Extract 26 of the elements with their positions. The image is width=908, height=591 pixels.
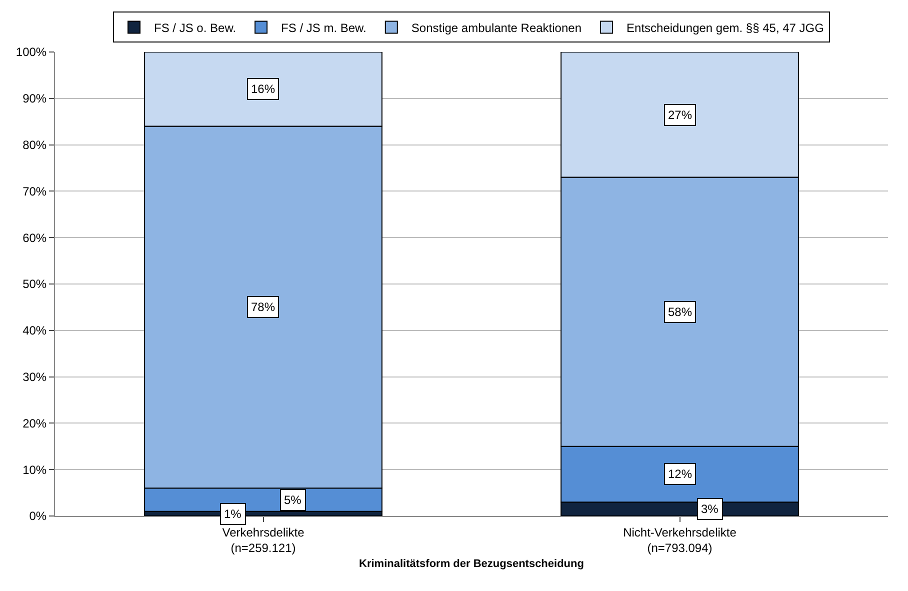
data-label: 12% <box>668 467 692 481</box>
legend-label: Sonstige ambulante Reaktionen <box>411 20 582 35</box>
y-tick-label: 40% <box>22 324 47 338</box>
data-label: 16% <box>251 82 276 96</box>
y-tick-label: 80% <box>22 138 47 152</box>
data-label: 3% <box>701 502 719 516</box>
legend-label: Entscheidungen gem. §§ 45, 47 JGG <box>626 20 824 35</box>
x-tick-label: Verkehrsdelikte (n=259.121) <box>222 525 305 555</box>
y-tick-label: 30% <box>22 370 47 384</box>
y-tick-label: 100% <box>16 45 47 60</box>
data-label: 5% <box>284 493 302 507</box>
y-tick-label: 50% <box>22 277 47 292</box>
y-tick-label: 20% <box>22 416 47 430</box>
x-axis-title: Kriminalitätsform der Bezugsentscheidung <box>359 558 584 570</box>
legend-label: FS / JS m. Bew. <box>281 20 366 35</box>
data-label: 27% <box>668 108 692 122</box>
y-tick-label: 90% <box>22 92 47 106</box>
data-label: 1% <box>224 507 242 521</box>
y-tick-label: 0% <box>29 509 47 524</box>
data-label: 58% <box>668 305 692 319</box>
y-tick-label: 60% <box>22 230 47 245</box>
data-label: 78% <box>251 300 276 314</box>
y-tick-label: 70% <box>22 184 47 198</box>
legend-label: FS / JS o. Bew. <box>154 20 236 35</box>
x-tick-label: Nicht-Verkehrsdelikte (n=793.094) <box>623 525 737 555</box>
y-tick-label: 10% <box>22 462 47 477</box>
